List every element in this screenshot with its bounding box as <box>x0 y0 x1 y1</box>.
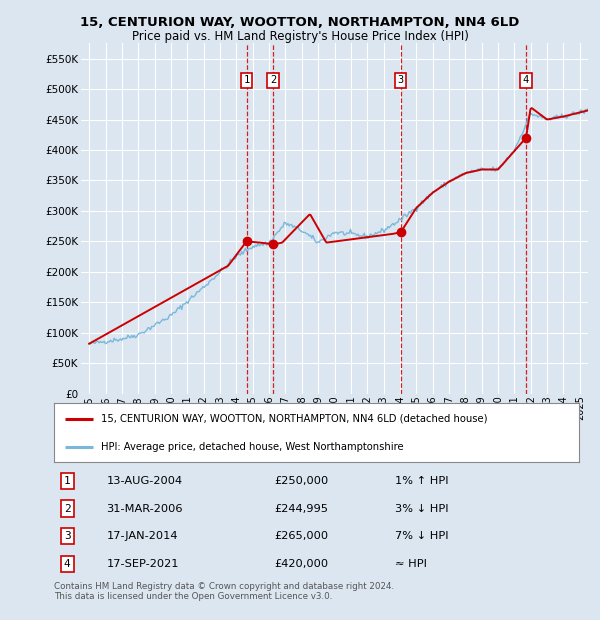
Text: £265,000: £265,000 <box>275 531 329 541</box>
Text: ≈ HPI: ≈ HPI <box>395 559 427 569</box>
Text: 31-MAR-2006: 31-MAR-2006 <box>107 503 183 513</box>
Text: HPI: Average price, detached house, West Northamptonshire: HPI: Average price, detached house, West… <box>101 442 404 452</box>
Text: 4: 4 <box>64 559 71 569</box>
Text: 2: 2 <box>64 503 71 513</box>
Text: £420,000: £420,000 <box>275 559 329 569</box>
Text: 15, CENTURION WAY, WOOTTON, NORTHAMPTON, NN4 6LD: 15, CENTURION WAY, WOOTTON, NORTHAMPTON,… <box>80 16 520 29</box>
Text: 13-AUG-2004: 13-AUG-2004 <box>107 476 182 486</box>
Text: 7% ↓ HPI: 7% ↓ HPI <box>395 531 449 541</box>
Text: 15, CENTURION WAY, WOOTTON, NORTHAMPTON, NN4 6LD (detached house): 15, CENTURION WAY, WOOTTON, NORTHAMPTON,… <box>101 414 488 424</box>
Text: 17-SEP-2021: 17-SEP-2021 <box>107 559 179 569</box>
Text: 3: 3 <box>64 531 71 541</box>
Text: £250,000: £250,000 <box>275 476 329 486</box>
Text: 4: 4 <box>523 75 529 85</box>
Text: £244,995: £244,995 <box>275 503 329 513</box>
Text: 1: 1 <box>244 75 250 85</box>
Text: Contains HM Land Registry data © Crown copyright and database right 2024.
This d: Contains HM Land Registry data © Crown c… <box>54 582 394 601</box>
Text: Price paid vs. HM Land Registry's House Price Index (HPI): Price paid vs. HM Land Registry's House … <box>131 30 469 43</box>
Text: 2: 2 <box>270 75 276 85</box>
Text: 3: 3 <box>398 75 404 85</box>
Text: 1% ↑ HPI: 1% ↑ HPI <box>395 476 449 486</box>
Text: 1: 1 <box>64 476 71 486</box>
Text: 17-JAN-2014: 17-JAN-2014 <box>107 531 178 541</box>
Text: 3% ↓ HPI: 3% ↓ HPI <box>395 503 449 513</box>
